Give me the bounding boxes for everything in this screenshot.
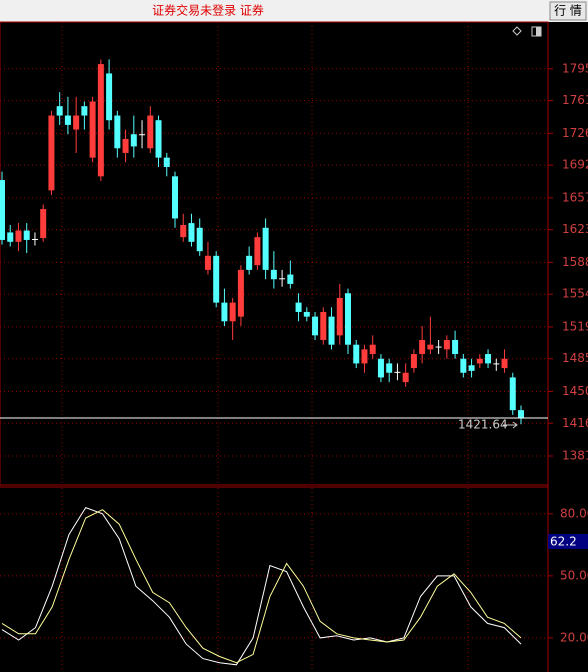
candle-body: [130, 134, 137, 147]
y-tick-label: 1485: [562, 351, 588, 365]
candle-body: [303, 311, 310, 317]
candle-body: [196, 227, 203, 252]
candle-body: [493, 363, 500, 365]
candle-body: [328, 316, 335, 345]
status-title: 证券交易未登录 证券: [152, 3, 264, 18]
candle-body: [377, 358, 384, 378]
oscillator-line: [1, 506, 522, 666]
candle-body: [402, 372, 409, 383]
last-price-arrow: [503, 421, 518, 429]
candle-body: [64, 115, 71, 125]
candle-body: [155, 120, 162, 158]
candle-body: [518, 410, 524, 418]
diamond-icon[interactable]: [512, 26, 522, 36]
candle-body: [122, 138, 129, 153]
candle-body: [501, 358, 508, 369]
candle-body: [73, 115, 80, 130]
candle-body: [320, 311, 327, 341]
candle-body: [419, 340, 426, 355]
candle-body: [410, 354, 417, 369]
candle-body: [254, 237, 261, 266]
oscillator-line: [1, 509, 522, 664]
candle-body: [48, 115, 55, 191]
value-marker-box: [548, 534, 588, 549]
candle-body: [394, 371, 401, 373]
plot-background: [0, 22, 588, 672]
candle-body: [279, 278, 286, 280]
y-tick-label: 1692: [562, 158, 588, 172]
candle-body: [204, 255, 211, 270]
candle-body: [7, 232, 14, 242]
y-tick-label: 1657: [562, 190, 588, 204]
candle-body: [31, 239, 38, 241]
y-tick-label: 1795: [562, 61, 588, 75]
candle-body: [509, 377, 516, 411]
y-tick-label: 1623: [562, 222, 588, 236]
quote-button[interactable]: [549, 1, 587, 21]
candle-body: [23, 230, 30, 240]
candle-body: [221, 302, 228, 322]
candle-body: [435, 346, 442, 348]
candle-body: [361, 349, 368, 364]
candle-body: [213, 255, 220, 303]
y-tick-label: 1519: [562, 319, 588, 333]
y-tick-label: 20.00: [560, 630, 588, 644]
candle-body: [180, 224, 187, 238]
candle-body: [246, 255, 253, 270]
top-bar: [0, 0, 588, 22]
value-marker-label: 62.2: [550, 535, 577, 549]
candle-body: [386, 363, 393, 373]
candle-body: [81, 106, 88, 116]
candle-body: [443, 340, 450, 350]
candle-body: [114, 115, 121, 149]
candle-body: [97, 64, 104, 177]
y-tick-label: 50.00: [560, 568, 588, 582]
candle-body: [172, 176, 178, 219]
candle-body: [15, 230, 22, 242]
candle-body: [237, 269, 244, 317]
candle-body: [89, 101, 96, 158]
candle-body: [468, 365, 475, 371]
candle-body: [270, 269, 277, 280]
window-icon-fill: [536, 27, 541, 36]
last-price-label: 1421.64: [458, 417, 508, 431]
y-tick-label: 1554: [562, 287, 588, 301]
candle-body: [452, 340, 459, 355]
candle-body: [188, 223, 195, 242]
candle-body: [0, 180, 5, 240]
y-tick-label: 80.00: [560, 506, 588, 520]
candle-body: [40, 209, 47, 239]
quote-button-label[interactable]: 行 情: [554, 4, 582, 18]
candle-body: [262, 227, 269, 270]
candle-body: [106, 73, 113, 121]
candle-body: [147, 115, 154, 149]
y-tick-label: 1450: [562, 384, 588, 398]
candle-body: [336, 297, 343, 336]
y-tick-label: 1416: [562, 416, 588, 430]
candle-body: [287, 274, 294, 284]
candle-body: [460, 358, 467, 373]
candle-body: [345, 293, 351, 345]
candle-body: [295, 302, 302, 312]
candle-body: [229, 302, 236, 322]
candle-body: [163, 157, 170, 167]
candle-body: [369, 344, 376, 355]
y-tick-label: 1726: [562, 126, 588, 140]
candle-body: [427, 344, 434, 350]
y-tick-label: 1588: [562, 255, 588, 269]
candle-body: [353, 344, 360, 364]
candle-body: [485, 354, 492, 364]
candle-body: [312, 316, 319, 336]
candle-body: [476, 358, 483, 364]
candle-body: [56, 106, 63, 116]
candle-body: [139, 134, 146, 136]
